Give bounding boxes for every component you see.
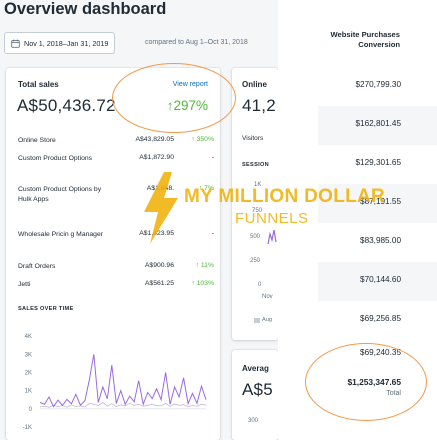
channel-name: Custom Product Options by Hulk Apps <box>18 186 102 203</box>
y-tick: 250 <box>250 258 261 264</box>
y-tick-label: -1K <box>23 425 32 431</box>
channel-change: ↑ 350% <box>191 136 214 143</box>
date-range-label: Nov 1, 2018–Jan 31, 2019 <box>24 38 109 48</box>
online-sessions-card: Online 41,2 Visitors SESSION 1K 750 500 … <box>232 68 278 340</box>
table-row: $129,301.65 <box>318 145 437 184</box>
sessions-label: SESSION <box>242 162 269 168</box>
y-tick: 0 <box>258 282 262 288</box>
average-card-title: Averag <box>242 364 269 373</box>
average-card-amount: A$5 <box>242 380 273 399</box>
table-row: $83,985.00 <box>318 223 437 262</box>
y-tick-label: 3K <box>25 352 32 358</box>
highlight-circle <box>112 63 236 133</box>
highlight-circle <box>305 343 427 421</box>
table-row: $87,191.55 <box>318 184 437 223</box>
channel-value: A$43,829.05 <box>135 136 174 143</box>
channel-change: ↑ 7% <box>198 185 214 192</box>
conversion-column-header[interactable]: Website Purchases Conversion <box>330 30 400 49</box>
sales-over-time-chart: 4K 3K 2K 1K 0 -1K <box>23 334 207 431</box>
conversion-value: $162,801.45 <box>355 119 401 128</box>
total-sales-title: Total sales <box>18 80 59 89</box>
online-card-title: Online <box>242 80 267 89</box>
page-title: Overview dashboard <box>4 0 167 18</box>
channel-change: ↑ 103% <box>191 280 214 287</box>
y-tick: 750 <box>252 208 263 214</box>
date-range-picker[interactable]: Nov 1, 2018–Jan 31, 2019 <box>4 32 116 54</box>
table-row: $69,256.85 <box>318 301 437 340</box>
comparison-series-line <box>39 402 207 408</box>
sales-series-line <box>39 354 207 408</box>
y-tick-label: 1K <box>25 389 32 395</box>
channel-name: Jetti <box>18 281 31 288</box>
calendar-icon <box>11 39 20 48</box>
visitors-label: Visitors <box>242 135 264 142</box>
watermark-text: FUNNELS <box>235 210 309 227</box>
channel-value: A$1,423.95 <box>139 230 174 237</box>
channel-name: Wholesale Pricin g Manager <box>18 231 104 238</box>
channel-change: - <box>211 154 214 161</box>
table-row: $70,144.60 <box>318 262 437 301</box>
conversion-value: $83,985.00 <box>360 236 401 245</box>
y-tick: 300 <box>248 418 259 424</box>
y-tick: 500 <box>250 234 261 240</box>
y-tick-label: 2K <box>25 370 32 376</box>
table-row: $162,801.45 <box>318 106 437 145</box>
x-axis-label: Nov <box>262 294 273 300</box>
conversion-value: $129,301.65 <box>355 158 401 167</box>
y-tick-label: 4K <box>25 334 32 340</box>
compare-range-text: compared to Aug 1–Oct 31, 2018 <box>145 39 248 46</box>
brand-watermark: MY MILLION DOLLAR FUNNELS <box>140 172 400 252</box>
online-card-amount: 41,2 <box>242 96 276 115</box>
table-row: $270,799.30 <box>318 67 437 106</box>
channel-value: A$561.25 <box>144 280 174 287</box>
sales-over-time-label: SALES OVER TIME <box>18 306 74 312</box>
channel-name: Custom Product Options <box>18 155 93 162</box>
channel-name: Online Store <box>18 137 56 144</box>
sessions-chart-line <box>267 229 277 245</box>
channel-change: ↑ 11% <box>195 262 214 269</box>
channel-change: - <box>211 230 214 237</box>
channel-value: A$1,872.90 <box>139 154 174 161</box>
legend-swatch <box>254 318 260 323</box>
conversion-value: $87,191.55 <box>360 197 401 206</box>
average-order-card: Averag A$5 300 <box>232 350 278 440</box>
channel-value: A$900.96 <box>144 262 174 269</box>
channel-name: Draft Orders <box>18 263 56 270</box>
lightning-bolt-logo <box>144 172 178 244</box>
conversion-value: $70,144.60 <box>360 275 401 284</box>
legend-label: Aug <box>262 317 272 323</box>
conversion-value: $69,256.85 <box>360 314 401 323</box>
conversion-value: $270,799.30 <box>355 80 401 89</box>
total-sales-amount: A$50,436.72 <box>17 96 116 115</box>
y-tick: 1K <box>254 182 262 188</box>
watermark-text: MY MILLION DOLLAR <box>184 186 386 207</box>
y-tick-label: 0 <box>29 407 33 413</box>
